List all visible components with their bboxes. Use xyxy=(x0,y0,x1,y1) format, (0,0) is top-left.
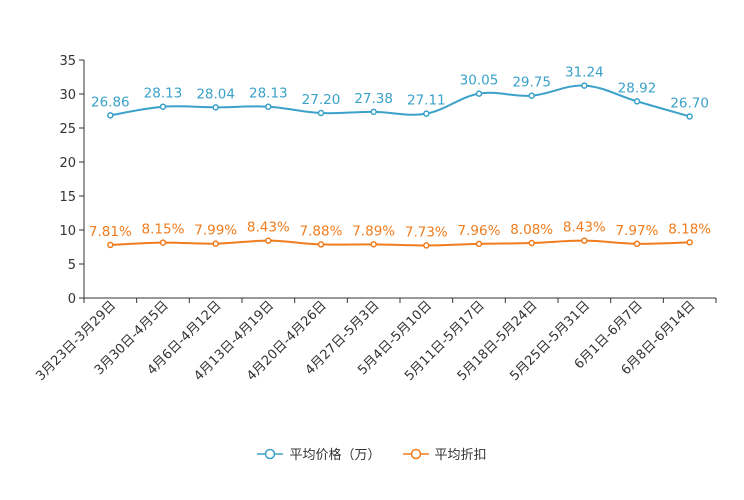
series-discount-point[interactable] xyxy=(107,241,114,249)
legend-price-marker-icon xyxy=(257,448,284,459)
series-discount-point[interactable] xyxy=(633,240,641,248)
series-discount-point[interactable] xyxy=(265,237,272,244)
y-tick-label: 15 xyxy=(59,190,76,205)
legend-discount-marker-icon xyxy=(402,448,429,459)
y-tick-label: 25 xyxy=(59,122,76,137)
series-discount-data-label: 7.81% xyxy=(89,224,132,240)
series-price-data-label: 28.04 xyxy=(196,86,235,102)
series-price-line xyxy=(110,84,690,118)
series-price-data-label: 26.70 xyxy=(670,95,709,111)
y-tick-label: 20 xyxy=(59,156,76,171)
series-price-point[interactable] xyxy=(265,103,272,110)
series-price-point[interactable] xyxy=(528,92,535,99)
series-price-point[interactable] xyxy=(212,104,219,111)
series-discount-data-label: 7.97% xyxy=(616,223,659,239)
series-discount-data-label: 8.08% xyxy=(510,222,553,238)
series-price-data-label: 27.38 xyxy=(354,91,393,107)
y-tick-label: 5 xyxy=(68,258,76,273)
series-price-data-label: 26.86 xyxy=(91,94,130,110)
series-discount-data-label: 8.43% xyxy=(247,220,290,236)
series-discount-point[interactable] xyxy=(159,239,167,246)
series-discount-point[interactable] xyxy=(686,239,693,246)
series-discount-data-label: 8.15% xyxy=(142,222,185,238)
series-price-data-label: 28.13 xyxy=(144,86,183,102)
series-price-point[interactable] xyxy=(423,110,430,117)
series-price-point[interactable] xyxy=(475,90,483,97)
series-price-data-label: 31.24 xyxy=(565,65,604,81)
series-discount-point[interactable] xyxy=(317,241,325,248)
y-tick-label: 35 xyxy=(59,54,76,69)
y-tick-label: 30 xyxy=(59,88,76,103)
legend-item-discount[interactable]: 平均折扣 xyxy=(402,444,487,463)
series-discount-data-label: 7.89% xyxy=(352,223,395,239)
series-discount-data-label: 7.73% xyxy=(405,224,448,240)
series-discount-point[interactable] xyxy=(370,241,377,248)
legend-price-label: 平均价格（万） xyxy=(289,448,381,463)
series-price-point[interactable] xyxy=(633,98,641,105)
series-price-point[interactable] xyxy=(581,82,588,89)
y-tick-label: 0 xyxy=(68,292,76,307)
legend: 平均价格（万） 平均折扣 xyxy=(0,444,744,463)
series-price-data-label: 30.05 xyxy=(460,73,499,89)
series-price-data-label: 28.13 xyxy=(249,86,288,102)
series-price-data-label: 27.11 xyxy=(407,93,446,109)
series-price-point[interactable] xyxy=(159,103,167,110)
series-price-point[interactable] xyxy=(317,109,325,117)
series-discount-data-label: 8.43% xyxy=(563,220,606,236)
y-tick-label: 10 xyxy=(59,224,76,239)
series-discount-point[interactable] xyxy=(423,242,430,249)
series-discount-data-label: 7.96% xyxy=(458,223,501,239)
series-price-point[interactable] xyxy=(370,108,377,116)
series-price-data-label: 27.20 xyxy=(302,92,341,108)
series-price: 26.86 28.13 28.04 28.13 27.20 27.38 27.11 30.05… xyxy=(91,65,709,120)
series-discount-data-label: 7.99% xyxy=(194,223,237,239)
series-price-point[interactable] xyxy=(686,113,693,120)
series-layer: 26.86 28.13 28.04 28.13 27.20 27.38 27.11 30.05… xyxy=(89,65,711,249)
legend-discount-label: 平均折扣 xyxy=(434,448,487,463)
series-price-data-label: 28.92 xyxy=(618,80,657,96)
series-discount: 7.81% 8.15% 7.99% 8.43% 7.88% 7.89% 7.73% 7.96%… xyxy=(89,220,711,249)
series-discount-line xyxy=(110,239,690,247)
legend-item-price[interactable]: 平均价格（万） xyxy=(257,444,381,463)
series-discount-point[interactable] xyxy=(475,240,483,248)
series-discount-point[interactable] xyxy=(528,239,535,247)
series-discount-data-label: 7.88% xyxy=(300,223,343,239)
series-price-point[interactable] xyxy=(107,112,114,119)
series-discount-point[interactable] xyxy=(581,237,588,244)
series-price-data-label: 29.75 xyxy=(512,75,551,91)
series-discount-point[interactable] xyxy=(212,240,219,247)
series-discount-data-label: 8.18% xyxy=(668,221,711,237)
